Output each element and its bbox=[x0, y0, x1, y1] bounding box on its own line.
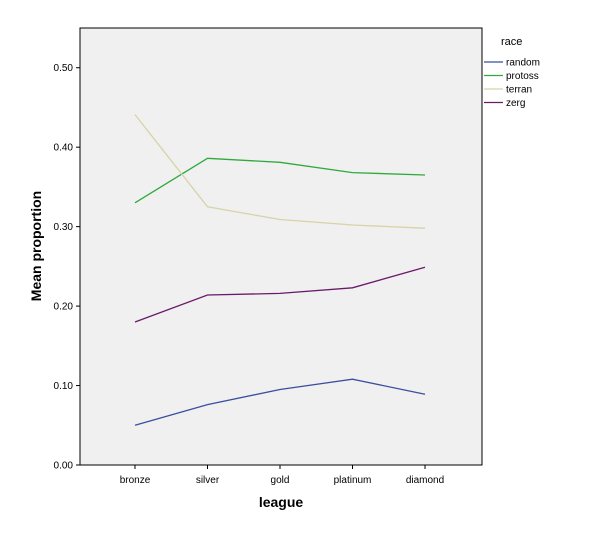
legend-label-protoss: protoss bbox=[506, 71, 539, 82]
y-axis: 0.00 0.10 0.20 0.30 0.40 0.50 bbox=[54, 63, 80, 472]
legend-label-terran: terran bbox=[506, 85, 532, 96]
x-axis: bronze silver gold platinum diamond bbox=[120, 465, 444, 486]
y-tick-label: 0.00 bbox=[54, 461, 74, 472]
plot-area bbox=[79, 27, 483, 466]
x-tick-label: platinum bbox=[334, 475, 372, 486]
legend: race random protoss terran zerg bbox=[484, 36, 540, 109]
series-line-zerg bbox=[134, 266, 426, 323]
series-line-random bbox=[134, 378, 426, 426]
y-axis-title: Mean proportion bbox=[28, 191, 44, 301]
y-tick-label: 0.10 bbox=[54, 381, 74, 392]
series-lines bbox=[134, 114, 426, 426]
series-line-terran bbox=[134, 114, 426, 229]
x-tick-label: diamond bbox=[406, 475, 444, 486]
x-axis-title: league bbox=[259, 494, 304, 510]
x-tick-label: gold bbox=[271, 475, 290, 486]
x-tick-label: silver bbox=[196, 475, 220, 486]
series-line-protoss bbox=[134, 157, 426, 204]
legend-label-zerg: zerg bbox=[506, 98, 525, 109]
y-tick-label: 0.30 bbox=[54, 222, 74, 233]
x-tick-label: bronze bbox=[120, 475, 151, 486]
legend-title: race bbox=[501, 36, 522, 48]
legend-label-random: random bbox=[506, 58, 540, 69]
y-tick-label: 0.40 bbox=[54, 143, 74, 154]
y-tick-label: 0.20 bbox=[54, 302, 74, 313]
y-tick-label: 0.50 bbox=[54, 63, 74, 74]
